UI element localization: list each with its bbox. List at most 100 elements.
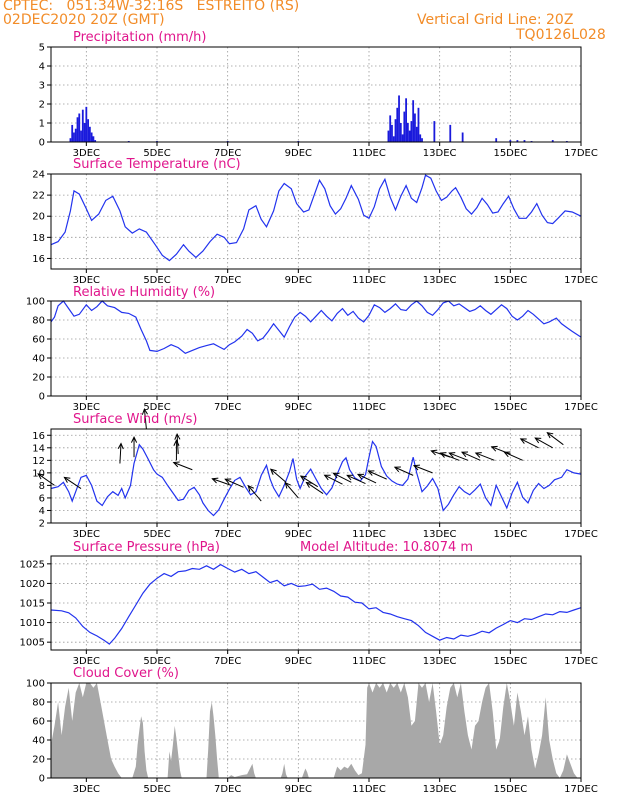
wind-arrow-head <box>305 481 313 488</box>
wind-arrow-shaft <box>173 462 193 471</box>
panel4-ytick-label: 14 <box>32 443 45 454</box>
panel5-ytick-label: 1010 <box>20 618 45 629</box>
wind-arrow-shaft <box>535 437 553 449</box>
wind-arrow-shaft <box>143 409 147 430</box>
panel2-ytick-label: 16 <box>32 254 45 265</box>
panel4-xtick-label: 7DEC <box>214 529 241 540</box>
wind-arrow-head <box>474 452 482 458</box>
wind-arrow-shaft <box>324 474 343 485</box>
panel2-xtick-label: 17DEC <box>564 275 598 286</box>
panel1-title: Precipitation (mm/h) <box>73 30 206 45</box>
panel4-title: Surface Wind (m/s) <box>73 412 197 427</box>
wind-arrow-head <box>224 478 232 485</box>
panel2-xtick-label: 15DEC <box>493 275 527 286</box>
wind-arrow-head <box>393 466 401 473</box>
header-date-line: 02DEC2020 20Z (GMT) <box>3 12 165 28</box>
panel3-title: Relative Humidity (%) <box>73 285 215 300</box>
panel4-ytick-label: 12 <box>32 456 45 467</box>
panel3-xtick-label: 13DEC <box>423 402 457 413</box>
panel4-xtick-label: 9DEC <box>285 529 312 540</box>
wind-arrow-shaft <box>225 478 244 488</box>
panel3-ytick-label: 0 <box>39 392 45 403</box>
panel1-bar <box>88 126 91 142</box>
panel1-bar <box>433 121 436 142</box>
wind-arrow-shaft <box>64 477 82 489</box>
panel4-xtick-label: 3DEC <box>73 529 100 540</box>
panel1-xtick-label: 11DEC <box>352 148 386 159</box>
panel1-bar <box>421 138 423 142</box>
panel4-xtick-label: 17DEC <box>564 529 598 540</box>
panel3-xtick-label: 11DEC <box>352 402 386 413</box>
wind-arrow-head <box>130 436 138 443</box>
panel6-xtick-label: 13DEC <box>423 784 457 795</box>
panel5-xtick-label: 15DEC <box>493 656 527 667</box>
wind-arrow-head <box>519 438 527 444</box>
panel5-ytick-label: 1020 <box>20 579 45 590</box>
panel6-xtick-label: 11DEC <box>352 784 386 795</box>
panel1-bar <box>414 113 416 142</box>
panel1-bar <box>399 123 402 142</box>
panel1-bar <box>415 126 418 142</box>
wind-arrow-head <box>63 476 71 483</box>
panel1-bar <box>81 109 84 142</box>
panel6-ytick-label: 60 <box>32 717 45 728</box>
panel1-xtick-label: 3DEC <box>73 148 100 159</box>
panel6-xtick-label: 15DEC <box>493 784 527 795</box>
panel6-ytick-label: 0 <box>39 774 45 785</box>
panel1-bar <box>398 95 400 142</box>
panel1-bar <box>391 124 393 142</box>
panel6-xtick-label: 5DEC <box>143 784 170 795</box>
panel6-ytick-label: 100 <box>26 679 45 690</box>
wind-arrow-head <box>346 474 354 481</box>
panel2-series-line <box>50 174 582 262</box>
wind-arrow-shaft <box>357 473 377 484</box>
wind-arrow-shaft <box>333 472 352 483</box>
panel4-series-line <box>50 440 582 517</box>
panel5-ytick-label: 1025 <box>20 559 45 570</box>
panel1-xtick-label: 9DEC <box>285 148 312 159</box>
panel1-bar <box>419 134 422 142</box>
wind-arrow-shaft <box>449 452 469 461</box>
panel1-bar <box>449 124 452 142</box>
panel1-bar <box>523 140 526 142</box>
panel1-bar <box>495 138 498 142</box>
wind-arrow-shaft <box>119 443 122 464</box>
panel6-ytick-label: 40 <box>32 736 45 747</box>
panel6-title: Cloud Cover (%) <box>73 666 179 681</box>
panel1-bar <box>71 124 74 142</box>
panel6-area <box>51 683 581 778</box>
panel1-bar <box>94 140 97 142</box>
wind-arrow-head <box>173 439 180 446</box>
wind-arrow-head <box>546 431 554 439</box>
panel2-xtick-label: 11DEC <box>352 275 386 286</box>
panel6-xtick-label: 17DEC <box>564 784 598 795</box>
panel1-ytick-label: 5 <box>39 43 45 54</box>
panel1-ytick-label: 2 <box>39 100 45 111</box>
panel2-xtick-label: 3DEC <box>73 275 100 286</box>
panel1-xtick-label: 7DEC <box>214 148 241 159</box>
panel1-xtick-label: 13DEC <box>423 148 457 159</box>
panel1-bar <box>73 132 75 142</box>
panel4-frame <box>50 428 582 524</box>
wind-arrow-head <box>211 477 219 484</box>
panel1-bar <box>69 138 72 142</box>
wind-arrow-head <box>332 472 340 479</box>
panel1-bar <box>83 123 86 142</box>
panel3-xtick-label: 15DEC <box>493 402 527 413</box>
panel1-xtick-label: 5DEC <box>143 148 170 159</box>
panel1-bar <box>509 140 512 142</box>
panel4-xtick-label: 15DEC <box>493 529 527 540</box>
panel1-bar <box>394 119 397 142</box>
panel2-title: Surface Temperature (nC) <box>73 157 241 172</box>
panel4-ytick-label: 10 <box>32 468 45 479</box>
panel2-ytick-label: 22 <box>32 191 45 202</box>
panel3-ytick-label: 100 <box>26 297 45 308</box>
panel4-xtick-label: 13DEC <box>423 529 457 540</box>
panel3-ytick-label: 80 <box>32 316 45 327</box>
panel1-ytick-label: 0 <box>39 138 45 149</box>
wind-arrow-shaft <box>547 432 564 446</box>
panel3-ytick-label: 20 <box>32 373 45 384</box>
panel3-series-line <box>50 300 582 354</box>
panel1-bar <box>392 136 395 142</box>
